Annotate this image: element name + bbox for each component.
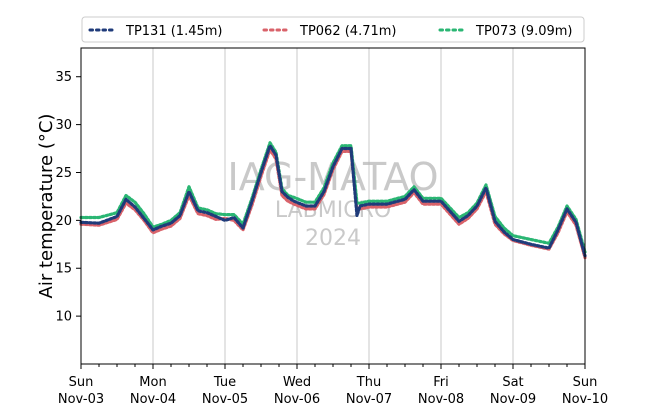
- x-tick-label-day: Fri: [433, 375, 449, 390]
- x-tick-label-date: Nov-03: [58, 392, 104, 407]
- x-axis: Sun Nov-03 Mon Nov-04 Tue Nov-05 Wed Nov-06 Thu N…: [58, 364, 608, 407]
- x-tick-label-day: Tue: [213, 375, 236, 390]
- legend-label-tp073: TP073 (9.09m): [475, 24, 572, 39]
- legend-frame: [81, 16, 585, 43]
- y-tick-label: 15: [55, 262, 72, 277]
- legend-label-tp062: TP062 (4.71m): [299, 24, 396, 39]
- watermark-line-3: 2024: [305, 226, 361, 251]
- y-tick-label: 25: [55, 166, 72, 181]
- x-tick-label-date: Nov-04: [130, 392, 176, 407]
- x-tick-label-day: Sun: [573, 375, 598, 390]
- y-tick-label: 35: [55, 70, 72, 85]
- x-tick-label-day: Thu: [356, 375, 381, 390]
- x-tick-label-day: Sat: [502, 375, 523, 390]
- x-tick-label-date: Nov-09: [490, 392, 536, 407]
- legend-item-tp062: TP062 (4.71m): [262, 24, 396, 39]
- x-tick-label-day: Wed: [283, 375, 311, 390]
- x-tick-label-date: Nov-05: [202, 392, 248, 407]
- y-tick-label: 20: [55, 214, 72, 229]
- legend-item-tp131: TP131 (1.45m): [88, 24, 222, 39]
- y-tick-label: 10: [55, 310, 72, 325]
- series-layer: [79, 141, 587, 260]
- y-axis: 10 15 20 25 30 35: [55, 70, 81, 325]
- x-tick-label-day: Mon: [139, 375, 166, 390]
- legend-item-tp073: TP073 (9.09m): [438, 24, 572, 39]
- x-tick-label-date: Nov-06: [274, 392, 320, 407]
- y-tick-label: 30: [55, 118, 72, 133]
- legend: TP131 (1.45m) TP062 (4.71m) TP073 (9.09m…: [81, 16, 585, 43]
- x-tick-label-date: Nov-07: [346, 392, 392, 407]
- x-tick-label-date: Nov-08: [418, 392, 464, 407]
- series-line-tp131: [79, 144, 587, 258]
- y-axis-title: Air temperature (°C): [36, 114, 57, 299]
- x-tick-label-day: Sun: [69, 375, 94, 390]
- x-tick-label-date: Nov-10: [562, 392, 608, 407]
- legend-label-tp131: TP131 (1.45m): [125, 24, 222, 39]
